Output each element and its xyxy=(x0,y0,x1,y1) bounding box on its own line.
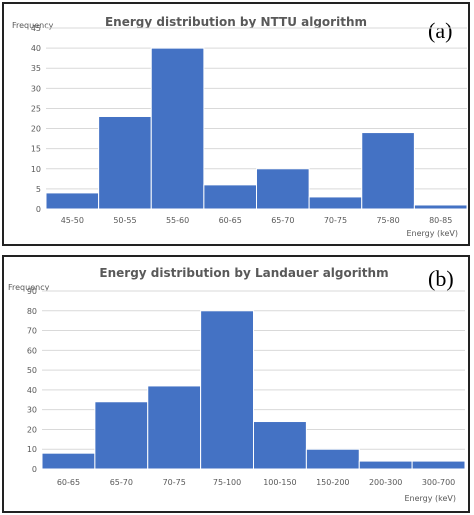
chart-b-y-tick-label: 20 xyxy=(27,425,37,434)
chart-b-y-axis-label: Frequency xyxy=(8,283,50,292)
chart-a-y-tick-label: 35 xyxy=(31,64,41,73)
chart-b-y-tick-label: 0 xyxy=(32,465,37,474)
chart-a-x-tick-label: 55-60 xyxy=(166,216,189,225)
chart-a-x-ticks: 45-50 50-55 55-60 60-65 65-70 70-75 75-80 80-85 xyxy=(61,216,453,225)
chart-panel-a: Energy distribution by NTTU algorithm (a… xyxy=(2,2,470,246)
chart-b-y-ticks: 0 10 20 30 40 50 60 70 80 90 xyxy=(27,287,37,474)
chart-b-svg: Energy distribution by Landauer algorith… xyxy=(8,266,466,503)
chart-a-x-tick-label: 75-80 xyxy=(376,216,399,225)
chart-b-x-tick-label: 300-700 xyxy=(422,478,455,487)
chart-a-x-tick-label: 80-85 xyxy=(429,216,452,225)
chart-a-y-tick-label: 30 xyxy=(31,84,41,93)
chart-b-x-tick-label: 200-300 xyxy=(369,478,402,487)
chart-b-title: Energy distribution by Landauer algorith… xyxy=(99,266,388,280)
chart-a-bar-70-75 xyxy=(308,196,363,210)
chart-b-bar-65-70 xyxy=(94,401,149,470)
chart-b-x-tick-label: 100-150 xyxy=(263,478,296,487)
chart-a-x-tick-label: 60-65 xyxy=(219,216,242,225)
chart-b-x-ticks: 60-65 65-70 70-75 75-100 100-150 150-200 200-3… xyxy=(57,478,455,487)
chart-a-title: Energy distribution by NTTU algorithm xyxy=(105,15,367,29)
chart-panel-b: Energy distribution by Landauer algorith… xyxy=(2,255,470,513)
chart-b-x-tick-label: 60-65 xyxy=(57,478,80,487)
chart-a-bar-65-70 xyxy=(256,168,310,210)
chart-b-y-tick-label: 60 xyxy=(27,346,37,355)
chart-b-y-tick-label: 50 xyxy=(27,366,37,375)
chart-b-x-tick-label: 70-75 xyxy=(163,478,186,487)
chart-a-y-tick-label: 5 xyxy=(36,185,41,194)
chart-a-bars xyxy=(45,47,468,210)
chart-a-bar-75-80 xyxy=(361,132,415,210)
chart-b-bar-150-200 xyxy=(305,448,360,470)
chart-b-y-tick-label: 30 xyxy=(27,406,37,415)
chart-b-y-tick-label: 90 xyxy=(27,287,37,296)
chart-b-bar-300-700 xyxy=(411,460,466,470)
chart-a-x-tick-label: 50-55 xyxy=(113,216,136,225)
chart-a-bar-60-65 xyxy=(203,184,257,210)
chart-a-y-axis-label: Frequency xyxy=(12,21,54,30)
chart-a-bar-45-50 xyxy=(45,192,100,210)
chart-b-y-tick-label: 80 xyxy=(27,307,37,316)
chart-b-y-tick-label: 10 xyxy=(27,445,37,454)
chart-b-bar-75-100 xyxy=(200,310,254,470)
chart-a-y-tick-label: 40 xyxy=(31,44,41,53)
chart-b-x-axis-label: Energy (keV) xyxy=(404,494,456,503)
chart-b-y-tick-label: 70 xyxy=(27,327,37,336)
chart-a-y-tick-label: 20 xyxy=(31,125,41,134)
chart-a-y-tick-label: 0 xyxy=(36,205,41,214)
chart-b-x-tick-label: 75-100 xyxy=(213,478,241,487)
chart-a-y-tick-label: 15 xyxy=(31,145,41,154)
chart-a-y-ticks: 0 5 10 15 20 25 30 35 40 45 xyxy=(31,24,41,214)
chart-a-bar-50-55 xyxy=(98,115,152,210)
chart-b-bars xyxy=(41,310,466,470)
chart-a-panel-label: (a) xyxy=(428,18,452,43)
chart-a-bar-80-85 xyxy=(413,204,468,210)
chart-b-bar-100-150 xyxy=(253,421,307,470)
chart-a-y-tick-label: 25 xyxy=(31,104,41,113)
chart-b-bar-60-65 xyxy=(41,452,96,470)
chart-a-x-tick-label: 45-50 xyxy=(61,216,84,225)
chart-a-bar-55-60 xyxy=(150,47,205,210)
chart-b-x-tick-label: 65-70 xyxy=(110,478,133,487)
chart-b-x-tick-label: 150-200 xyxy=(316,478,349,487)
chart-a-x-tick-label: 70-75 xyxy=(324,216,347,225)
chart-a-y-tick-label: 10 xyxy=(31,165,41,174)
chart-a-y-tick-label: 45 xyxy=(31,24,41,33)
chart-b-y-tick-label: 40 xyxy=(27,386,37,395)
chart-a-svg: Energy distribution by NTTU algorithm (a… xyxy=(12,15,468,238)
chart-b-bar-70-75 xyxy=(147,385,202,470)
chart-a-x-axis-label: Energy (keV) xyxy=(406,229,458,238)
chart-a-x-tick-label: 65-70 xyxy=(271,216,294,225)
chart-b-panel-label: (b) xyxy=(428,266,454,291)
chart-b-bar-200-300 xyxy=(358,460,413,470)
